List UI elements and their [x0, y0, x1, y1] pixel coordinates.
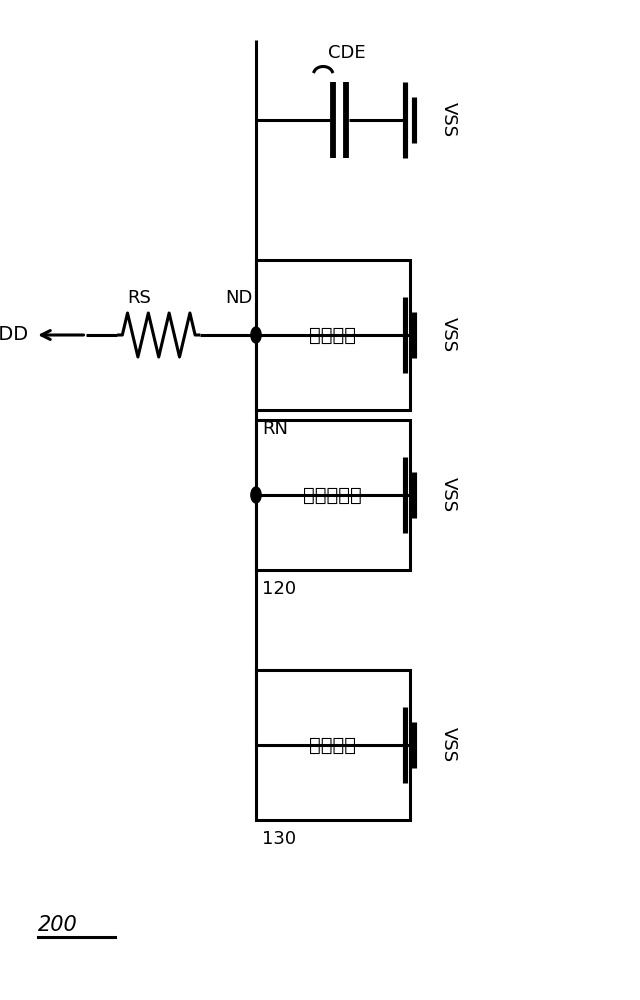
- Circle shape: [251, 487, 261, 503]
- Text: 敏感电路: 敏感电路: [309, 736, 356, 754]
- Text: 高噪声电路: 高噪声电路: [303, 486, 362, 504]
- Text: VSS: VSS: [440, 102, 458, 138]
- Text: VSS: VSS: [440, 317, 458, 353]
- FancyBboxPatch shape: [256, 260, 410, 410]
- Text: 稳定电路: 稳定电路: [309, 326, 356, 344]
- Text: 200: 200: [38, 915, 78, 935]
- Text: ND: ND: [225, 289, 253, 307]
- Text: VDD: VDD: [0, 326, 29, 344]
- FancyBboxPatch shape: [256, 420, 410, 570]
- Text: RN: RN: [262, 420, 289, 438]
- Text: CDE: CDE: [328, 44, 365, 62]
- Circle shape: [251, 327, 261, 343]
- Text: VSS: VSS: [440, 727, 458, 763]
- Text: 120: 120: [262, 580, 296, 598]
- FancyBboxPatch shape: [256, 670, 410, 820]
- Text: VSS: VSS: [440, 477, 458, 513]
- Text: RS: RS: [127, 289, 152, 307]
- Text: 130: 130: [262, 830, 296, 848]
